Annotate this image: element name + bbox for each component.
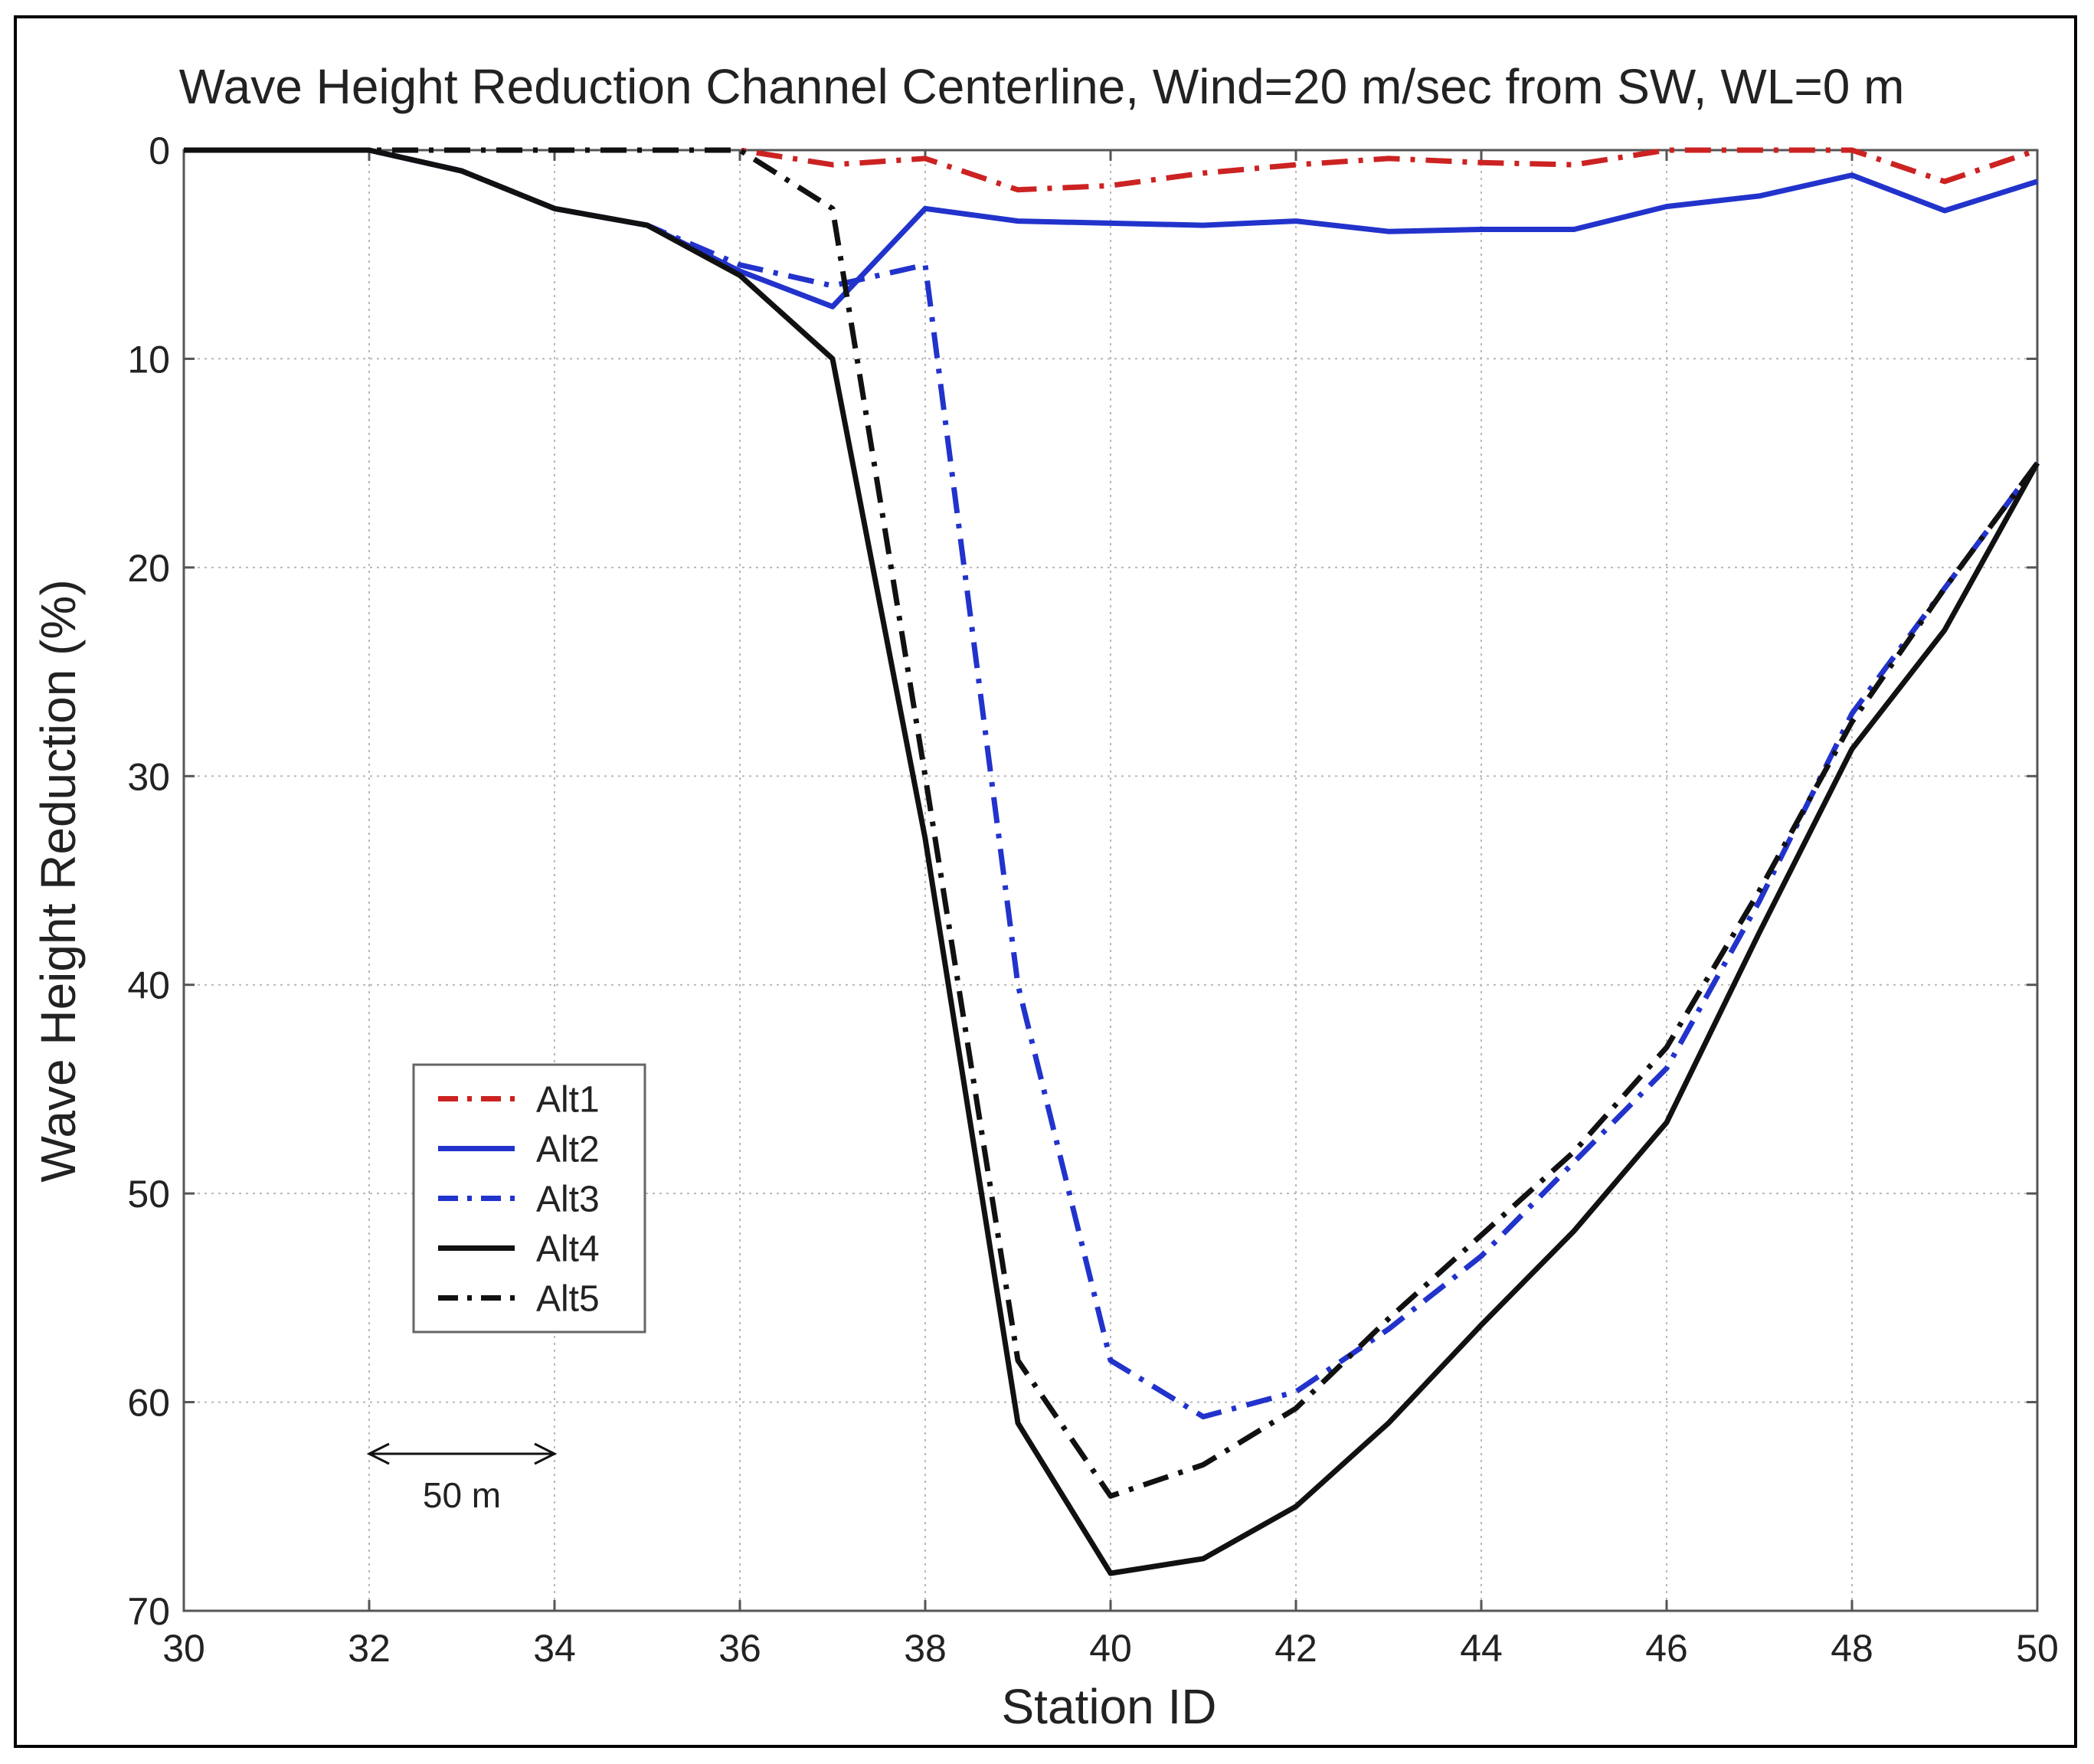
y-tick-label: 50 bbox=[127, 1173, 170, 1216]
y-tick-label: 20 bbox=[127, 547, 170, 590]
series-line-alt5 bbox=[184, 147, 2040, 1499]
series-line-alt4 bbox=[184, 147, 2040, 1576]
legend-label-alt4: Alt4 bbox=[536, 1229, 600, 1270]
x-tick-label: 50 bbox=[2016, 1627, 2059, 1670]
x-tick-label: 40 bbox=[1089, 1627, 1132, 1670]
figure-frame bbox=[14, 15, 2077, 1748]
y-tick-label: 0 bbox=[149, 129, 170, 172]
legend-label-alt3: Alt3 bbox=[536, 1180, 600, 1220]
x-tick-label: 38 bbox=[904, 1627, 947, 1670]
legend-label-alt1: Alt1 bbox=[536, 1080, 600, 1121]
y-tick-label: 40 bbox=[127, 964, 170, 1007]
x-tick-label: 42 bbox=[1274, 1627, 1317, 1670]
scale-bar-arrow-right bbox=[534, 1442, 558, 1465]
x-tick-label: 44 bbox=[1460, 1627, 1503, 1670]
y-tick-label: 30 bbox=[127, 755, 170, 798]
scale-bar: 50 m bbox=[366, 1442, 558, 1515]
scale-bar-label: 50 m bbox=[423, 1475, 501, 1515]
scale-bar-arrow-left bbox=[366, 1442, 390, 1465]
legend-label-alt5: Alt5 bbox=[536, 1279, 600, 1320]
x-tick-label: 46 bbox=[1645, 1627, 1688, 1670]
x-tick-label: 36 bbox=[718, 1627, 761, 1670]
x-tick-label: 30 bbox=[162, 1627, 205, 1670]
y-axis-label: Wave Height Reduction (%) bbox=[31, 579, 86, 1182]
series-group bbox=[184, 147, 2040, 1576]
x-axis-label: Station ID bbox=[1001, 1679, 1216, 1734]
x-tick-label: 32 bbox=[348, 1627, 391, 1670]
legend: Alt1 Alt2 Alt3 Alt4 Alt5 bbox=[412, 1063, 646, 1334]
chart-title: Wave Height Reduction Channel Centerline… bbox=[179, 59, 1905, 114]
x-tick-label: 48 bbox=[1831, 1627, 1873, 1670]
grid bbox=[183, 149, 2038, 1612]
x-tick-label: 34 bbox=[533, 1627, 576, 1670]
y-tick-label: 10 bbox=[127, 338, 170, 381]
y-tick-label: 70 bbox=[127, 1590, 170, 1633]
axis-ticks: 30 32 34 36 38 40 42 44 46 48 50 0 10 20 30 40 50 60 70 bbox=[127, 129, 2058, 1670]
legend-label-alt2: Alt2 bbox=[536, 1130, 600, 1170]
y-tick-label: 60 bbox=[127, 1382, 170, 1425]
